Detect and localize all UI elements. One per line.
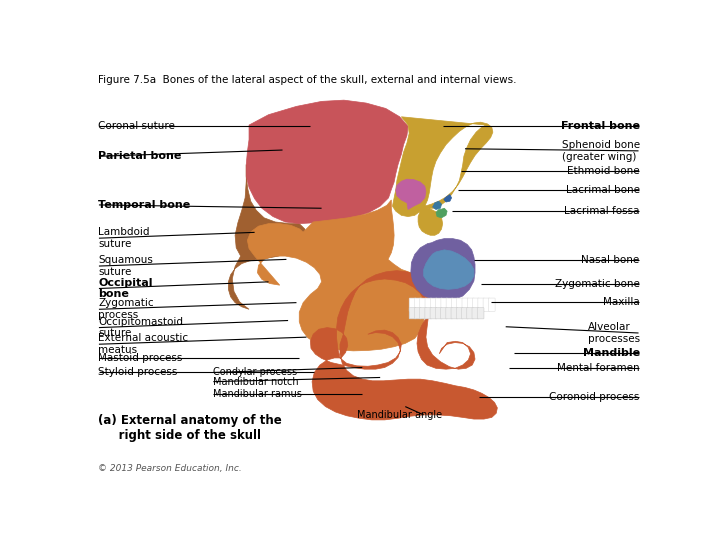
Polygon shape [310,271,498,420]
Polygon shape [396,179,426,210]
FancyBboxPatch shape [446,298,453,312]
FancyBboxPatch shape [425,298,432,312]
Polygon shape [248,200,447,351]
FancyBboxPatch shape [451,298,458,312]
Text: Mandibular ramus: Mandibular ramus [213,389,302,399]
FancyBboxPatch shape [456,298,464,312]
Text: Coronoid process: Coronoid process [549,392,639,402]
FancyBboxPatch shape [430,308,437,319]
FancyBboxPatch shape [420,308,426,319]
FancyBboxPatch shape [462,308,468,319]
Polygon shape [246,100,408,224]
FancyBboxPatch shape [472,308,479,319]
FancyBboxPatch shape [436,298,442,312]
FancyBboxPatch shape [446,308,453,319]
Text: Mastoid process: Mastoid process [99,353,183,362]
FancyBboxPatch shape [483,298,490,312]
FancyBboxPatch shape [420,298,426,312]
Polygon shape [228,165,307,309]
Text: Alveolar
processes: Alveolar processes [588,322,639,344]
Text: Figure 7.5a  Bones of the lateral aspect of the skull, external and internal vie: Figure 7.5a Bones of the lateral aspect … [99,75,517,85]
Polygon shape [433,201,441,210]
Text: Mandible: Mandible [582,348,639,357]
FancyBboxPatch shape [467,298,474,312]
Polygon shape [436,208,447,218]
Text: Occipital
bone: Occipital bone [99,278,153,299]
Text: Lacrimal fossa: Lacrimal fossa [564,206,639,216]
FancyBboxPatch shape [409,308,416,319]
Text: Parietal bone: Parietal bone [99,151,181,161]
FancyBboxPatch shape [441,308,447,319]
FancyBboxPatch shape [477,308,484,319]
FancyBboxPatch shape [415,298,421,312]
Text: Temporal bone: Temporal bone [99,200,191,210]
Text: Zygomatic
process: Zygomatic process [99,299,154,320]
Text: Ethmoid bone: Ethmoid bone [567,166,639,176]
FancyBboxPatch shape [467,308,474,319]
FancyBboxPatch shape [409,298,416,312]
Text: Lambdoid
suture: Lambdoid suture [99,227,150,249]
Text: Nasal bone: Nasal bone [581,255,639,265]
FancyBboxPatch shape [488,298,495,312]
Polygon shape [423,250,474,289]
Text: Mandibular angle: Mandibular angle [356,410,442,420]
Polygon shape [444,194,451,202]
FancyBboxPatch shape [451,308,458,319]
FancyBboxPatch shape [425,308,431,319]
Text: Occipitomastoid
suture: Occipitomastoid suture [99,317,184,339]
FancyBboxPatch shape [431,298,437,312]
FancyBboxPatch shape [472,298,480,312]
Text: Sphenoid bone
(greater wing): Sphenoid bone (greater wing) [562,140,639,161]
Text: Lacrimal bone: Lacrimal bone [566,185,639,194]
Text: Squamous
suture: Squamous suture [99,255,153,277]
Text: Frontal bone: Frontal bone [561,122,639,131]
FancyBboxPatch shape [436,308,442,319]
FancyBboxPatch shape [478,298,485,312]
Text: © 2013 Pearson Education, Inc.: © 2013 Pearson Education, Inc. [99,464,242,473]
Text: Zygomatic bone: Zygomatic bone [554,279,639,289]
Text: Mandibular notch: Mandibular notch [213,376,298,387]
FancyBboxPatch shape [456,308,463,319]
Text: Mental foramen: Mental foramen [557,362,639,373]
Text: Coronal suture: Coronal suture [99,122,175,131]
FancyBboxPatch shape [441,298,448,312]
FancyBboxPatch shape [462,298,469,312]
Polygon shape [392,117,493,235]
Text: External acoustic
meatus: External acoustic meatus [99,333,189,355]
Polygon shape [411,239,475,301]
Text: Maxilla: Maxilla [603,297,639,307]
FancyBboxPatch shape [415,308,421,319]
Text: Styloid process: Styloid process [99,367,178,377]
Text: Condylar process: Condylar process [213,368,297,377]
Text: (a) External anatomy of the
     right side of the skull: (a) External anatomy of the right side o… [99,414,282,442]
